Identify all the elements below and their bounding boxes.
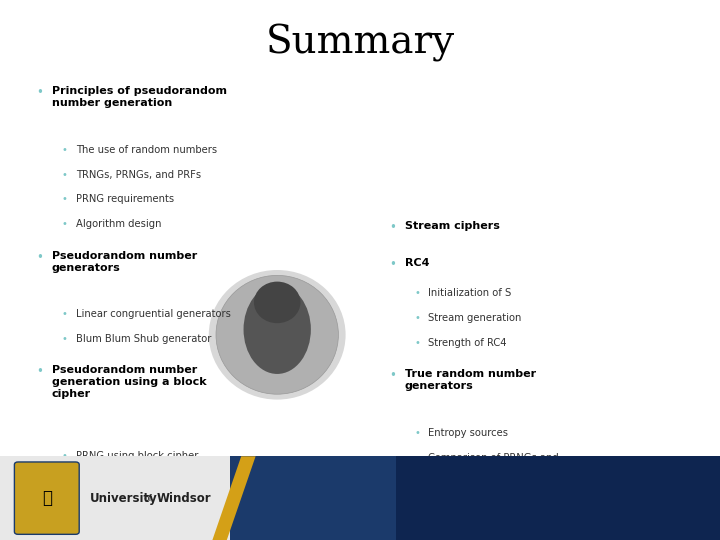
Text: Skew: Skew: [428, 501, 454, 511]
FancyBboxPatch shape: [230, 456, 720, 540]
FancyBboxPatch shape: [0, 456, 720, 540]
Text: Entropy sources: Entropy sources: [428, 428, 508, 438]
Text: •: •: [415, 338, 420, 348]
FancyBboxPatch shape: [14, 462, 79, 535]
Text: Linear congruential generators: Linear congruential generators: [76, 309, 230, 319]
Text: Algorithm design: Algorithm design: [76, 219, 161, 230]
Text: •: •: [389, 369, 396, 382]
Text: PRNG using block cipher
modes of operation: PRNG using block cipher modes of operati…: [76, 451, 198, 474]
Text: True random number
generators: True random number generators: [405, 369, 536, 392]
Text: Blum Blum Shub generator: Blum Blum Shub generator: [76, 334, 211, 344]
Text: •: •: [36, 86, 43, 99]
Ellipse shape: [209, 270, 346, 400]
Text: Pseudorandom number
generation using a block
cipher: Pseudorandom number generation using a b…: [52, 365, 207, 399]
Text: •: •: [415, 525, 420, 536]
Text: •: •: [62, 334, 68, 344]
Text: Strength of RC4: Strength of RC4: [428, 338, 507, 348]
Text: •: •: [62, 451, 68, 462]
Ellipse shape: [254, 282, 300, 323]
Ellipse shape: [243, 285, 311, 374]
Polygon shape: [212, 456, 256, 540]
Ellipse shape: [216, 275, 338, 394]
Text: Windsor: Windsor: [157, 491, 212, 505]
Text: Pseudorandom number
generators: Pseudorandom number generators: [52, 251, 197, 273]
Text: •: •: [415, 313, 420, 323]
Text: •: •: [62, 145, 68, 155]
Text: •: •: [62, 309, 68, 319]
Text: The use of random numbers: The use of random numbers: [76, 145, 217, 155]
Text: •: •: [415, 428, 420, 438]
Text: of: of: [143, 494, 152, 503]
Text: University: University: [90, 491, 158, 505]
Text: Stream generation: Stream generation: [428, 313, 522, 323]
Text: NIST CTR_DRBG: NIST CTR_DRBG: [76, 524, 156, 535]
Text: •: •: [36, 251, 43, 264]
Text: •: •: [62, 500, 68, 510]
Text: Principles of pseudorandom
number generation: Principles of pseudorandom number genera…: [52, 86, 227, 109]
FancyBboxPatch shape: [396, 456, 720, 540]
Text: •: •: [415, 288, 420, 299]
Text: •: •: [62, 170, 68, 180]
Text: PRNG requirements: PRNG requirements: [76, 194, 174, 205]
Text: •: •: [62, 524, 68, 535]
Text: RC4: RC4: [405, 258, 429, 268]
Text: •: •: [36, 365, 43, 378]
Text: •: •: [62, 219, 68, 230]
Text: Intel digital random number
generator: Intel digital random number generator: [428, 525, 569, 540]
Text: Initialization of S: Initialization of S: [428, 288, 512, 299]
Text: •: •: [62, 194, 68, 205]
Text: •: •: [415, 501, 420, 511]
Text: TRNGs, PRNGs, and PRFs: TRNGs, PRNGs, and PRFs: [76, 170, 201, 180]
Text: Summary: Summary: [266, 24, 454, 62]
Text: Stream ciphers: Stream ciphers: [405, 221, 500, 232]
Text: •: •: [389, 258, 396, 271]
Text: ANSI X9.17 PRNG: ANSI X9.17 PRNG: [76, 500, 163, 510]
Text: •: •: [389, 221, 396, 234]
Text: •: •: [415, 453, 420, 463]
Text: 🏛: 🏛: [42, 489, 52, 507]
Text: Comparison of PRNGs and
TRNGs: Comparison of PRNGs and TRNGs: [428, 453, 559, 475]
